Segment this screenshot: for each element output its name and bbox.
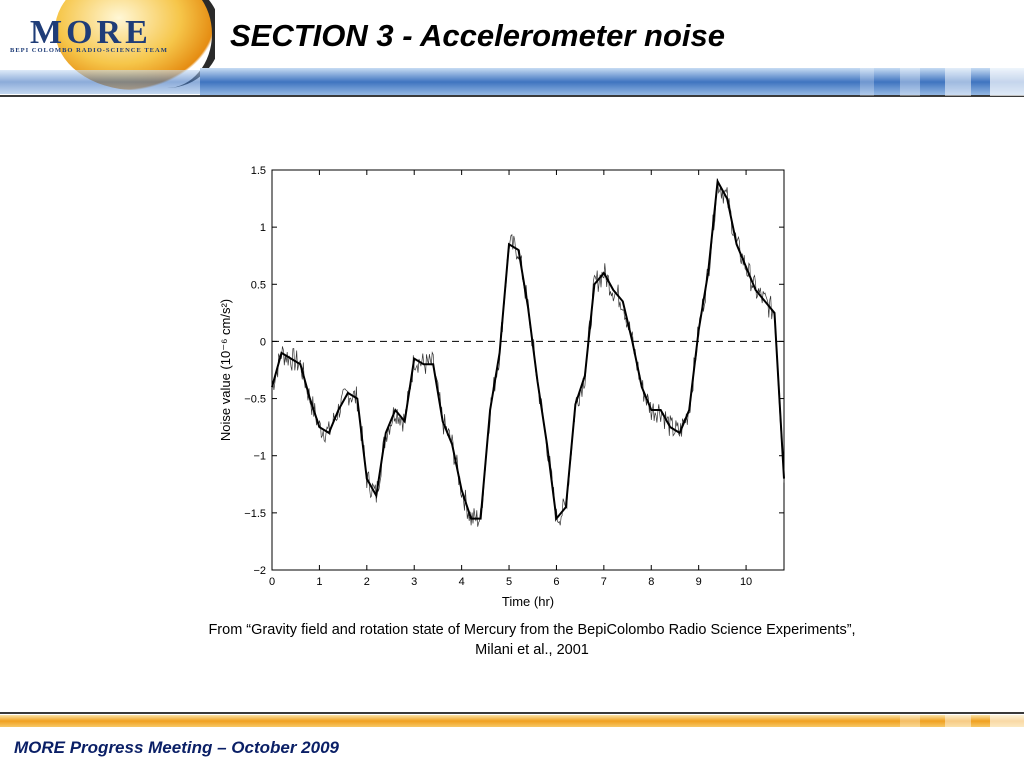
logo-ring bbox=[150, 0, 215, 88]
noise-chart: 0 1 2 3 4 5 6 7 8 9 10 −2 −1.5 −1 −0.5 0 0.5 1 1.5 Time (hr… bbox=[200, 150, 820, 620]
header-band bbox=[0, 68, 1024, 97]
plot-frame bbox=[271, 169, 785, 571]
x-tick-label: 0 bbox=[269, 576, 275, 588]
x-tick-label: 5 bbox=[506, 576, 512, 588]
x-tick-label: 8 bbox=[648, 576, 654, 588]
noise-trace bbox=[271, 178, 785, 527]
y-tick-label: 0 bbox=[260, 336, 266, 348]
y-tick-label: −2 bbox=[253, 565, 266, 577]
y-tick-label: −1.5 bbox=[244, 508, 266, 520]
x-tick-label: 3 bbox=[411, 576, 417, 588]
figure-caption: From “Gravity field and rotation state o… bbox=[100, 620, 964, 660]
slide-title: SECTION 3 - Accelerometer noise bbox=[230, 18, 726, 53]
smoothed-series-line bbox=[271, 178, 785, 522]
x-tick-label: 2 bbox=[364, 576, 370, 588]
y-tick-label: 1 bbox=[260, 222, 266, 234]
footer-text: MORE Progress Meeting – October 2009 bbox=[14, 738, 339, 757]
chart-svg: 0 1 2 3 4 5 6 7 8 9 10 −2 −1.5 −1 −0.5 0 0.5 1 1.5 Time (hr… bbox=[218, 165, 785, 609]
y-tick-label: 1.5 bbox=[251, 165, 266, 177]
x-tick-label: 10 bbox=[740, 576, 752, 588]
x-tick-label: 1 bbox=[316, 576, 322, 588]
x-tick-label: 6 bbox=[553, 576, 559, 588]
logo-text: MORE bbox=[30, 14, 152, 51]
logo-subtitle: BEPI COLOMBO RADIO-SCIENCE TEAM bbox=[10, 47, 168, 54]
x-tick-label: 7 bbox=[601, 576, 607, 588]
caption-line-2: Milani et al., 2001 bbox=[475, 642, 589, 658]
x-tick-label: 9 bbox=[696, 576, 702, 588]
footer-band bbox=[0, 712, 1024, 727]
x-axis-label: Time (hr) bbox=[502, 594, 554, 609]
y-tick-label: 0.5 bbox=[251, 279, 266, 291]
x-tick-label: 4 bbox=[459, 576, 465, 588]
y-tick-label: −1 bbox=[253, 451, 266, 463]
y-axis-label: Noise value (10⁻⁶ cm/s²) bbox=[218, 299, 233, 441]
caption-line-1: From “Gravity field and rotation state o… bbox=[208, 622, 856, 638]
y-tick-label: −0.5 bbox=[244, 394, 266, 406]
